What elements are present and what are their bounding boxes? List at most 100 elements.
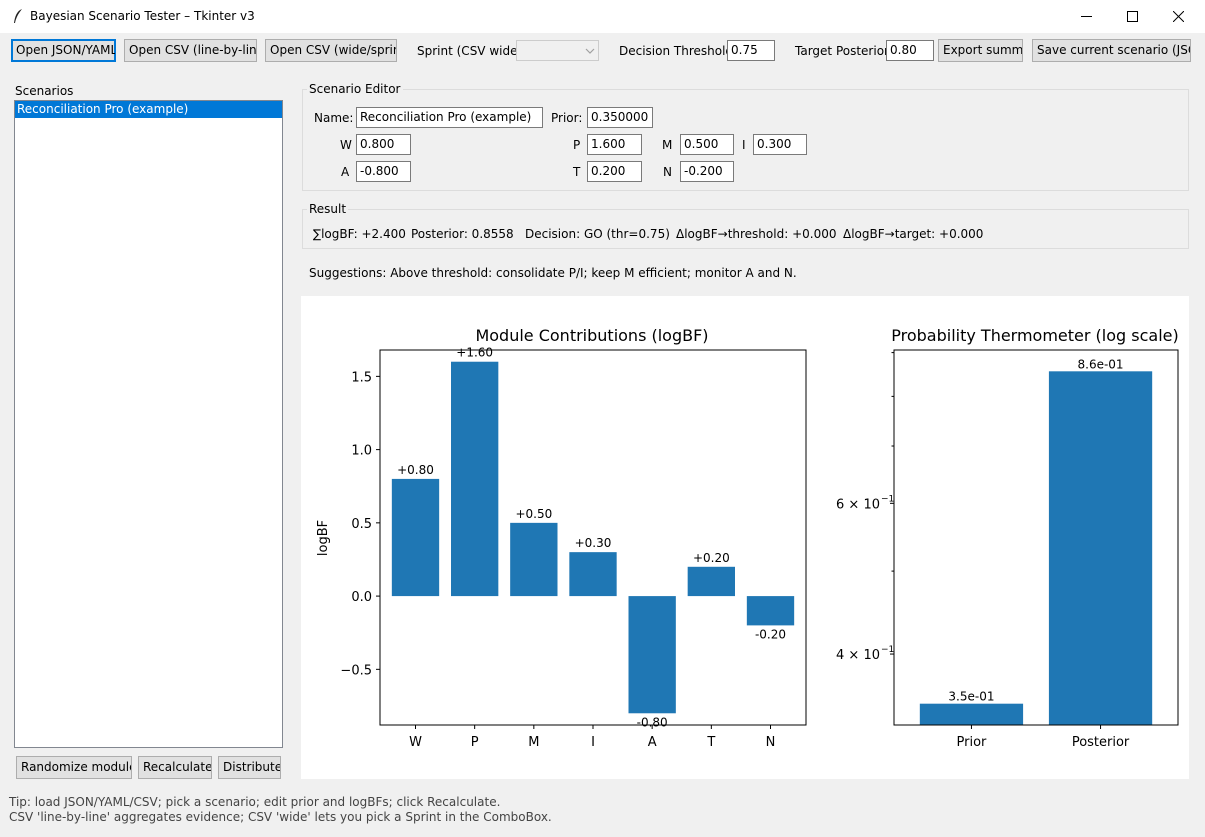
n-label: N [663, 165, 672, 179]
x-tick-label-M: M [528, 735, 539, 750]
bar-prior [919, 703, 1024, 725]
save-scenario-button[interactable]: Save current scenario (JSON) [1032, 39, 1191, 62]
plot-canvas: Module Contributions (logBF) logBF +0.80… [301, 296, 1189, 779]
export-summary-button[interactable]: Export summa [938, 39, 1023, 62]
sprint-label: Sprint (CSV wide): [417, 44, 527, 58]
t-label: T [573, 165, 581, 179]
p-input[interactable]: 1.600 [587, 134, 642, 155]
charts-svg: Module Contributions (logBF) logBF +0.80… [316, 326, 1179, 750]
bar-I [569, 552, 617, 597]
y-tick-label: −0.5 [340, 663, 372, 678]
data-label-T: +0.20 [693, 551, 730, 565]
open-csv-wide-button[interactable]: Open CSV (wide/sprint) [265, 39, 397, 62]
result-frame [302, 209, 1189, 249]
feather-icon [14, 9, 22, 23]
x-tick-label-P: P [471, 735, 479, 750]
x-tick-label-posterior: Posterior [1072, 735, 1130, 750]
open-csv-line-button[interactable]: Open CSV (line-by-line) [124, 39, 257, 62]
chart-frame-2 [893, 349, 1179, 726]
n-input[interactable]: -0.200 [680, 161, 734, 182]
bar-T [687, 566, 735, 597]
y-tick-label: 1.5 [351, 370, 372, 385]
bar-chart-marks: +0.80 W +1.60 P +0.50 M +0.30 I -0.80 A +0.20 T -0.2… [340, 346, 795, 750]
bar-M [510, 522, 558, 597]
randomize-modules-button[interactable]: Randomize modules [16, 756, 132, 779]
scenario-editor-title: Scenario Editor [307, 82, 403, 96]
y-tick-exponent: −1 [881, 645, 894, 655]
target-posterior-label: Target Posterior: [795, 44, 893, 58]
p-label: P [573, 138, 581, 152]
t-input[interactable]: 0.200 [587, 161, 642, 182]
minimize-icon [1080, 16, 1092, 17]
x-tick-label-prior: Prior [957, 735, 988, 750]
m-label: M [662, 138, 673, 152]
bar-N [746, 596, 795, 626]
y-axis-label: logBF [316, 520, 331, 556]
scenario-editor-frame [302, 89, 1189, 191]
bar-P [451, 361, 499, 597]
i-label: I [742, 138, 746, 152]
maximize-button[interactable] [1109, 0, 1155, 33]
suggestions-text: Suggestions: Above threshold: consolidat… [309, 266, 797, 280]
data-label-N: -0.20 [755, 627, 786, 641]
x-tick-label-T: T [706, 735, 715, 750]
prior-input[interactable]: 0.350000 [587, 107, 653, 128]
delta-target-text: ΔlogBF→target: +0.000 [843, 227, 984, 241]
title-bar: Bayesian Scenario Tester – Tkinter v3 [0, 0, 1205, 33]
y-tick-label: 0.0 [351, 590, 372, 605]
y-tick-label: 4 × 10 [836, 648, 880, 663]
posterior-text: Posterior: 0.8558 [411, 227, 514, 241]
data-label-posterior: 8.6e-01 [1078, 357, 1124, 371]
name-label: Name: [314, 111, 354, 125]
chevron-down-icon [585, 48, 595, 54]
maximize-icon [1126, 11, 1138, 22]
i-input[interactable]: 0.300 [753, 134, 807, 155]
w-input[interactable]: 0.800 [356, 134, 411, 155]
data-label-prior: 3.5e-01 [948, 690, 994, 704]
delta-threshold-text: ΔlogBF→threshold: +0.000 [676, 227, 837, 241]
sum-logbf-text: ∑logBF: +2.400 [313, 227, 406, 241]
scenarios-heading: Scenarios [15, 84, 74, 98]
window-title: Bayesian Scenario Tester – Tkinter v3 [30, 9, 255, 23]
name-input[interactable]: Reconciliation Pro (example) [356, 107, 543, 128]
tip-line-1: Tip: load JSON/YAML/CSV; pick a scenario… [9, 795, 501, 809]
bar-posterior [1048, 371, 1153, 725]
decision-text: Decision: GO (thr=0.75) [525, 227, 670, 241]
data-label-A: -0.80 [637, 715, 668, 729]
x-tick-label-I: I [591, 735, 595, 750]
bar-A [628, 596, 676, 714]
m-input[interactable]: 0.500 [680, 134, 734, 155]
a-label: A [341, 165, 350, 179]
decision-threshold-input[interactable]: 0.75 [727, 40, 775, 61]
w-label: W [340, 138, 352, 152]
chart-title: Module Contributions (logBF) [475, 326, 708, 345]
distribute-button[interactable]: Distribute [218, 756, 281, 779]
data-label-W: +0.80 [397, 463, 434, 477]
a-input[interactable]: -0.800 [356, 161, 411, 182]
recalculate-button[interactable]: Recalculate [138, 756, 212, 779]
bar-W [391, 478, 440, 597]
y-tick-label: 0.5 [351, 517, 372, 532]
data-label-M: +0.50 [515, 507, 552, 521]
target-posterior-input[interactable]: 0.80 [886, 40, 934, 61]
close-icon [1172, 11, 1184, 22]
x-tick-label-N: N [766, 735, 776, 750]
y-tick-label: 1.0 [351, 444, 372, 459]
chart-title-2: Probability Thermometer (log scale) [891, 326, 1179, 345]
open-json-yaml-button[interactable]: Open JSON/YAML [11, 39, 116, 62]
decision-threshold-label: Decision Threshold: [619, 44, 738, 58]
x-tick-label-A: A [648, 735, 657, 750]
result-title: Result [307, 202, 349, 216]
minimize-button[interactable] [1063, 0, 1109, 33]
tip-line-2: CSV 'line-by-line' aggregates evidence; … [9, 810, 552, 824]
y-tick-exponent: −1 [881, 494, 894, 504]
close-button[interactable] [1155, 0, 1201, 33]
y-tick-label: 6 × 10 [836, 497, 880, 512]
x-tick-label-W: W [409, 735, 422, 750]
scenario-list[interactable]: Reconciliation Pro (example) [14, 100, 283, 748]
sprint-combobox[interactable] [516, 40, 599, 61]
list-item[interactable]: Reconciliation Pro (example) [15, 101, 282, 118]
prior-label: Prior: [551, 111, 583, 125]
chart-frame [379, 349, 807, 726]
